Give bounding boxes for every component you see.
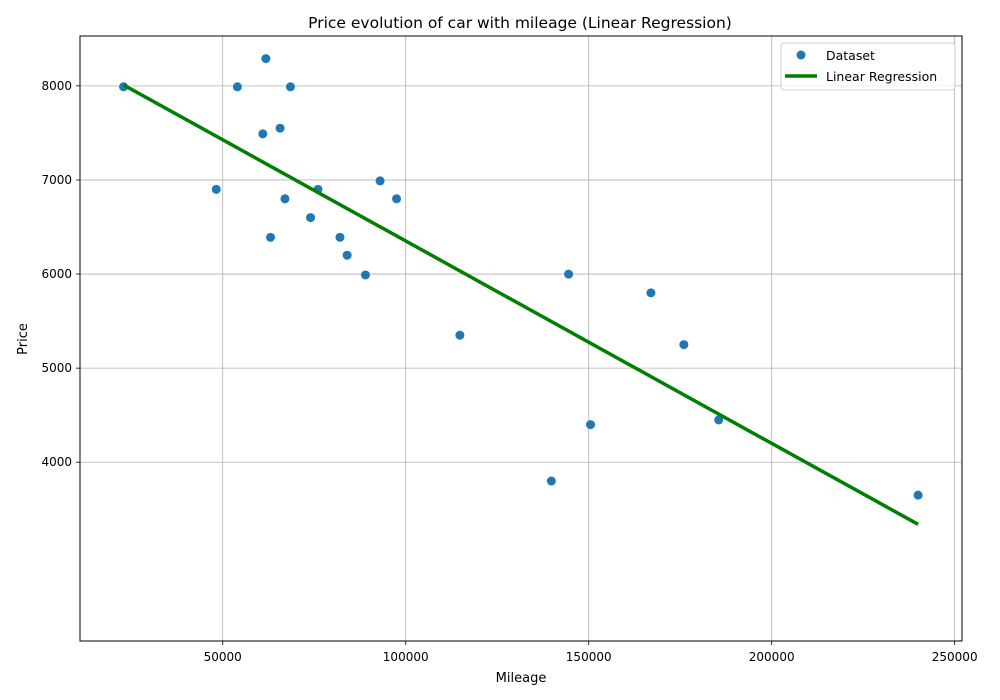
- x-tick-label: 100000: [383, 650, 429, 664]
- data-point: [232, 82, 242, 92]
- y-tick-label: 8000: [41, 79, 72, 93]
- y-tick-label: 6000: [41, 267, 72, 281]
- legend-marker-dataset: [796, 50, 806, 60]
- legend: Dataset Linear Regression: [780, 42, 956, 91]
- chart-title: Price evolution of car with mileage (Lin…: [308, 14, 732, 32]
- legend-label-dataset: Dataset: [826, 48, 875, 63]
- x-tick-label: 50000: [204, 650, 242, 664]
- regression-line: [122, 83, 919, 526]
- data-point: [586, 420, 596, 430]
- data-point: [564, 269, 574, 279]
- x-tick-label: 250000: [932, 650, 978, 664]
- data-point: [211, 184, 221, 194]
- data-point: [280, 194, 290, 204]
- x-axis-title: Mileage: [496, 671, 547, 686]
- data-point: [342, 250, 352, 260]
- data-point: [275, 123, 285, 133]
- plot-area-frame: [79, 35, 963, 642]
- x-tick-label: 200000: [749, 650, 795, 664]
- x-tick-label: 150000: [566, 650, 612, 664]
- data-point: [646, 288, 656, 298]
- data-point: [913, 490, 923, 500]
- legend-label-regression: Linear Regression: [826, 69, 937, 84]
- data-point: [455, 330, 465, 340]
- marks: [119, 54, 923, 526]
- data-point: [392, 194, 402, 204]
- data-point: [375, 176, 385, 186]
- ticks: 50000 100000 150000 200000 250000 4000 5000 600…: [41, 79, 977, 664]
- data-point: [360, 270, 370, 280]
- data-point: [258, 129, 268, 139]
- data-point: [306, 213, 316, 223]
- y-tick-label: 4000: [41, 455, 72, 469]
- y-axis-title: Price: [16, 323, 31, 355]
- data-point: [261, 54, 271, 64]
- data-point: [679, 340, 689, 350]
- y-tick-label: 5000: [41, 361, 72, 375]
- data-point: [335, 232, 345, 242]
- legend-box: [780, 42, 956, 91]
- grid: [80, 36, 962, 641]
- data-point: [266, 232, 276, 242]
- y-tick-label: 7000: [41, 173, 72, 187]
- data-point: [285, 82, 295, 92]
- data-point: [546, 476, 556, 486]
- data-point: [714, 415, 724, 425]
